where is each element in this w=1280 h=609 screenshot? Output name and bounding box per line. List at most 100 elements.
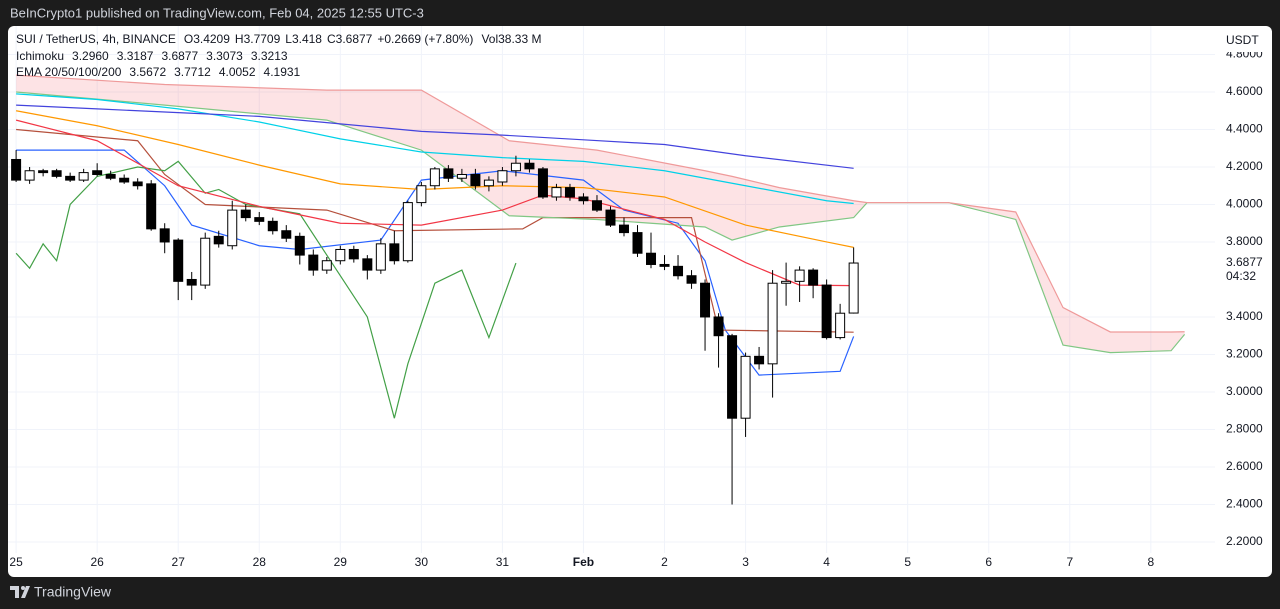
candle-body [186,278,197,286]
candle-body [335,248,346,262]
candle-body [767,282,778,365]
candle-body [808,269,819,286]
x-tick-label: 29 [334,555,348,569]
brand[interactable]: TradingView [34,584,112,600]
candle-body [835,312,846,339]
candle-body [821,284,832,339]
candle-body [362,258,373,271]
candle-body [510,162,521,172]
indicator-value: 3.2960 [72,49,109,63]
footer: TradingView [10,584,112,600]
x-tick-label: 26 [90,555,104,569]
y-tick-label: 4.2000 [1226,159,1263,173]
currency-box [1215,28,1270,52]
candle-body [389,243,400,262]
indicator-value: 3.3187 [117,49,154,63]
candle-body [402,202,413,262]
candle-body [38,170,49,174]
candle-body [605,209,616,226]
publish-info: BeInCrypto1 published on TradingView.com… [10,5,424,20]
candle-body [456,173,467,179]
change: +0.2669 (+7.80%) [377,32,473,46]
candle-body [646,252,657,265]
x-tick-label: 28 [253,555,267,569]
x-tick-label: 31 [496,555,510,569]
y-tick-label: 4.6000 [1226,84,1263,98]
candle-body [267,220,278,232]
candle-body [240,209,251,219]
candle-body [51,170,62,177]
y-tick-label: 3.8000 [1226,234,1263,248]
candle-body [497,170,508,183]
candle-body [321,260,332,271]
candle-body [578,196,589,202]
ohlc-label: C [327,32,336,46]
last-price: 3.6877 [1226,255,1263,269]
y-tick-label: 2.6000 [1226,459,1263,473]
candle-body [848,262,859,314]
candle-body [673,265,684,277]
chart-panel [8,26,1272,577]
candle-body [618,224,629,234]
candle-body [754,355,765,365]
candle-body [348,248,359,260]
y-tick-label: 4.4000 [1226,122,1263,136]
x-tick-label: 7 [1066,555,1073,569]
symbol: SUI / TetherUS, 4h, BINANCE [16,32,176,46]
y-tick-label: 3.4000 [1226,309,1263,323]
x-tick-label: 2 [661,555,668,569]
grid [8,26,1215,553]
indicator-line [16,93,854,205]
x-tick-label: 27 [172,555,186,569]
indicator-title: Ichimoku [16,49,64,63]
x-tick-label: 5 [904,555,911,569]
candle-body [632,232,643,254]
ohlc-value: 3.418 [292,32,322,46]
x-tick-label: 6 [985,555,992,569]
candle-body [564,187,575,198]
ohlc-value: 3.6877 [336,32,373,46]
x-tick-label: Feb [573,555,594,569]
candle-body [159,228,170,243]
ohlc-label: H [235,32,244,46]
candle-body [132,181,143,187]
indicator-value: 3.5672 [129,65,166,79]
x-tick-label: 30 [415,555,429,569]
candle-body [200,237,211,286]
candle-body [416,185,427,204]
indicator-value: 3.7712 [174,65,211,79]
candle-body [254,217,265,222]
candle-body [294,235,305,256]
candle-body [65,175,76,181]
y-tick-label: 2.4000 [1226,497,1263,511]
x-tick-label: 3 [742,555,749,569]
bar-countdown: 04:32 [1226,269,1256,283]
y-tick-label: 3.0000 [1226,384,1263,398]
ohlc-label: L [285,32,292,46]
ohlc-value: 3.7709 [244,32,281,46]
candle-body [727,335,738,419]
y-tick-label: 4.0000 [1226,197,1263,211]
candle-body [483,179,494,187]
candle-body [213,235,224,245]
candle-body [105,173,116,179]
candle-body [794,269,805,282]
legend: SUI / TetherUS, 4h, BINANCE O 3.4209 H 3.770… [16,32,541,79]
x-tick-label: 8 [1147,555,1154,569]
ohlc-label: O [184,32,193,46]
indicator-line [16,74,1185,333]
candle-body [429,168,440,187]
candle-body [227,209,238,247]
ohlc-value: 3.4209 [193,32,230,46]
candle-body [92,170,103,175]
candle-body [78,172,89,181]
indicator-line [15,160,517,419]
candle-body [281,230,292,239]
candle-body [781,280,792,284]
candle-body [119,177,130,183]
candle-body [11,158,22,181]
indicator-value: 4.1931 [264,65,301,79]
volume: 38.33 M [498,32,541,46]
candle-body [700,282,711,318]
